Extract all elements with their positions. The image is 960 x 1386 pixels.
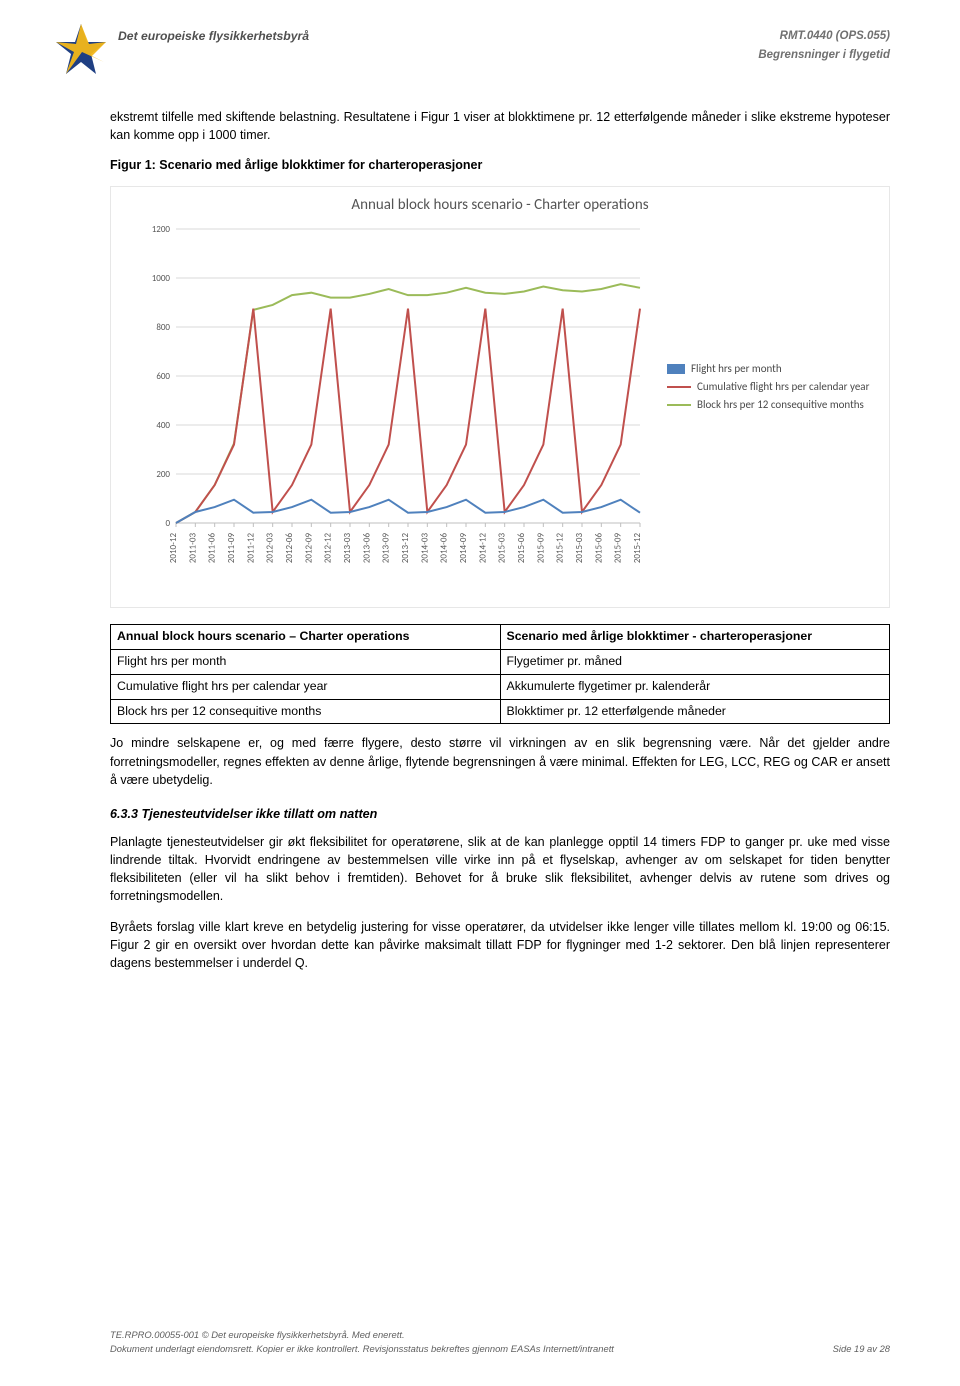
chart-inner: 0 200 400 600 800 1000 1200 2010-12 2011-03 2011-… <box>117 223 883 603</box>
svg-text:2015-09: 2015-09 <box>535 533 546 564</box>
svg-text:600: 600 <box>156 371 170 382</box>
svg-text:200: 200 <box>156 469 170 480</box>
svg-text:2014-06: 2014-06 <box>439 533 450 564</box>
footer-line-2: Dokument underlagt eiendomsrett. Kopier … <box>110 1342 890 1356</box>
translation-table: Annual block hours scenario – Charter op… <box>110 624 890 724</box>
chart-legend: Flight hrs per month Cumulative flight h… <box>665 223 883 417</box>
legend-label-3: Block hrs per 12 consequitive months <box>697 399 864 411</box>
table-cell: Scenario med årlige blokktimer - charter… <box>500 625 890 650</box>
svg-text:2012-09: 2012-09 <box>303 533 314 564</box>
svg-text:2012-12: 2012-12 <box>323 533 334 564</box>
page-header: Det europeiske flysikkerhetsbyrå RMT.044… <box>110 28 890 80</box>
header-left: Det europeiske flysikkerhetsbyrå <box>110 28 309 80</box>
paragraph-2: Jo mindre selskapene er, og med færre fl… <box>110 734 890 788</box>
svg-text:400: 400 <box>156 420 170 431</box>
footer-page-number: Side 19 av 28 <box>833 1342 890 1356</box>
table-cell: Annual block hours scenario – Charter op… <box>111 625 501 650</box>
legend-item-3: Block hrs per 12 consequitive months <box>667 399 883 411</box>
paragraph-1: ekstremt tilfelle med skiftende belastni… <box>110 108 890 144</box>
footer-line-2-left: Dokument underlagt eiendomsrett. Kopier … <box>110 1342 614 1356</box>
legend-item-1: Flight hrs per month <box>667 363 883 375</box>
doc-code: RMT.0440 (OPS.055) <box>758 28 890 45</box>
svg-text:2012-03: 2012-03 <box>265 533 276 564</box>
table-cell: Blokktimer pr. 12 etterfølgende måneder <box>500 699 890 724</box>
table-row: Cumulative flight hrs per calendar year … <box>111 674 890 699</box>
page-footer: TE.RPRO.00055-001 © Det europeiske flysi… <box>110 1328 890 1356</box>
table-row: Flight hrs per month Flygetimer pr. måne… <box>111 649 890 674</box>
legend-swatch-1 <box>667 364 685 374</box>
table-cell: Block hrs per 12 consequitive months <box>111 699 501 724</box>
doc-subtitle: Begrensninger i flygetid <box>758 47 890 64</box>
svg-text:2015-09: 2015-09 <box>613 533 624 564</box>
svg-text:2011-12: 2011-12 <box>245 533 256 564</box>
svg-text:2015-12: 2015-12 <box>632 533 643 564</box>
svg-text:1000: 1000 <box>152 273 171 284</box>
svg-text:2014-12: 2014-12 <box>477 533 488 564</box>
legend-item-2: Cumulative flight hrs per calendar year <box>667 381 883 393</box>
legend-label-2: Cumulative flight hrs per calendar year <box>697 381 869 393</box>
table-row: Block hrs per 12 consequitive months Blo… <box>111 699 890 724</box>
header-right: RMT.0440 (OPS.055) Begrensninger i flyge… <box>758 28 890 63</box>
svg-text:2013-03: 2013-03 <box>342 533 353 564</box>
svg-text:800: 800 <box>156 322 170 333</box>
table-cell: Flight hrs per month <box>111 649 501 674</box>
svg-text:2015-06: 2015-06 <box>516 533 527 564</box>
easa-logo <box>52 22 110 80</box>
table-cell: Akkumulerte flygetimer pr. kalenderår <box>500 674 890 699</box>
chart-container: Annual block hours scenario - Charter op… <box>110 186 890 608</box>
svg-text:2011-03: 2011-03 <box>187 533 198 564</box>
svg-text:2013-09: 2013-09 <box>381 533 392 564</box>
paragraph-3: Planlagte tjenesteutvidelser gir økt fle… <box>110 833 890 906</box>
svg-text:0: 0 <box>165 518 170 529</box>
svg-text:2010-12: 2010-12 <box>168 533 179 564</box>
legend-swatch-3 <box>667 404 691 406</box>
table-row: Annual block hours scenario – Charter op… <box>111 625 890 650</box>
table-cell: Flygetimer pr. måned <box>500 649 890 674</box>
svg-text:1200: 1200 <box>152 224 171 235</box>
svg-text:2013-06: 2013-06 <box>361 533 372 564</box>
svg-text:2011-06: 2011-06 <box>207 533 218 564</box>
svg-text:2015-06: 2015-06 <box>593 533 604 564</box>
svg-text:2014-09: 2014-09 <box>458 533 469 564</box>
figure-1-caption: Figur 1: Scenario med årlige blokktimer … <box>110 156 890 174</box>
footer-line-1: TE.RPRO.00055-001 © Det europeiske flysi… <box>110 1328 890 1342</box>
svg-text:2015-03: 2015-03 <box>574 533 585 564</box>
svg-text:2013-12: 2013-12 <box>400 533 411 564</box>
svg-text:2015-03: 2015-03 <box>497 533 508 564</box>
table-cell: Cumulative flight hrs per calendar year <box>111 674 501 699</box>
svg-text:2011-09: 2011-09 <box>226 533 237 564</box>
paragraph-4: Byråets forslag ville klart kreve en bet… <box>110 918 890 972</box>
agency-name: Det europeiske flysikkerhetsbyrå <box>118 28 309 46</box>
chart-svg: 0 200 400 600 800 1000 1200 2010-12 2011-03 2011-… <box>117 223 665 603</box>
legend-label-1: Flight hrs per month <box>691 363 782 375</box>
svg-text:2015-12: 2015-12 <box>555 533 566 564</box>
svg-text:2014-03: 2014-03 <box>419 533 430 564</box>
chart-title: Annual block hours scenario - Charter op… <box>117 195 883 217</box>
svg-text:2012-06: 2012-06 <box>284 533 295 564</box>
section-6-3-3-title: 6.3.3 Tjenesteutvidelser ikke tillatt om… <box>110 805 890 823</box>
legend-swatch-2 <box>667 386 691 388</box>
